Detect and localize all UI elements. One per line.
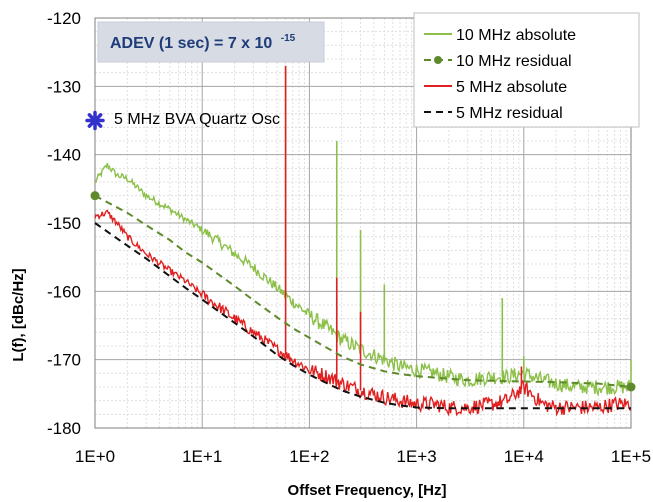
legend-marker-10-mhz-residual: [434, 56, 442, 64]
bva-marker-label: 5 MHz BVA Quartz Osc: [114, 111, 280, 128]
y-tick-label: -140: [47, 146, 81, 165]
y-tick-label: -150: [47, 214, 81, 233]
series-layer: [90, 65, 636, 417]
legend-label-10-mhz-residual: 10 MHz residual: [456, 53, 572, 70]
y-axis-tick-labels: -120 -130 -140 -150 -160 -170 -180: [47, 9, 81, 438]
x-tick-label: 1E+2: [289, 447, 329, 466]
x-tick-label: 1E+5: [611, 447, 651, 466]
x-tick-label: 1E+4: [504, 447, 544, 466]
adev-annotation-exponent: -15: [281, 33, 296, 44]
y-axis-title: L(f), [dBc/Hz]: [10, 268, 27, 361]
bva-quartz-marker: 5 MHz BVA Quartz Osc: [85, 110, 280, 131]
adev-annotation: ADEV (1 sec) = 7 x 10 -15: [97, 21, 325, 63]
y-tick-label: -120: [47, 9, 81, 28]
series-line-10-mhz-residual: [94, 194, 632, 388]
bva-star-stroke: [87, 113, 103, 128]
x-tick-label: 1E+0: [75, 447, 115, 466]
adev-annotation-text: ADEV (1 sec) = 7 x 10: [110, 35, 272, 52]
series-line-5-mhz-residual: [94, 222, 631, 410]
svg-text:ADEV (1 sec) = 7 x 10: ADEV (1 sec) = 7 x 10 -15: [110, 33, 296, 52]
series-line-5-mhz-absolute: [94, 209, 632, 417]
marker-10-mhz-residual: [626, 382, 636, 392]
legend-label-10-mhz-absolute: 10 MHz absolute: [456, 27, 576, 44]
y-tick-label: -170: [47, 351, 81, 370]
legend: 10 MHz absolute 10 MHz residual 5 MHz abso…: [413, 12, 640, 128]
x-axis-tick-labels: 1E+0 1E+1 1E+2 1E+3 1E+4 1E+5: [75, 447, 651, 466]
y-tick-label: -180: [47, 419, 81, 438]
adev-annotation-box: [97, 21, 325, 63]
x-axis-title: Offset Frequency, [Hz]: [288, 482, 447, 499]
legend-label-5-mhz-residual: 5 MHz residual: [456, 105, 563, 122]
bva-marker-star-icon: [85, 110, 105, 131]
legend-label-5-mhz-absolute: 5 MHz absolute: [456, 79, 567, 96]
x-tick-label: 1E+3: [397, 447, 437, 466]
x-tick-label: 1E+1: [182, 447, 222, 466]
legend-box: [413, 12, 640, 128]
marker-10-mhz-residual: [90, 191, 100, 201]
series-line-10-mhz-absolute: [94, 162, 632, 397]
y-tick-label: -160: [47, 282, 81, 301]
y-tick-label: -130: [47, 77, 81, 96]
